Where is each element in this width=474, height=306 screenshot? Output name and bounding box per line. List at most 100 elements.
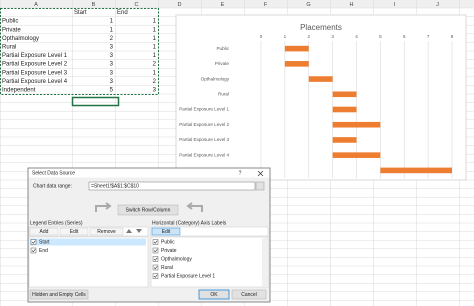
column-header: H <box>350 2 354 8</box>
value-cell: 2 <box>110 36 114 42</box>
hidden-label: Hidden and Empty Cells <box>32 292 86 298</box>
check <box>153 240 158 244</box>
value-cell: 2 <box>153 79 157 85</box>
range-field[interactable] <box>88 181 256 191</box>
chart-area <box>175 14 467 181</box>
list-item: Start <box>39 240 50 246</box>
value-cell: 1 <box>153 27 157 33</box>
check <box>31 240 36 244</box>
checkbox[interactable] <box>30 247 37 254</box>
check <box>31 249 36 253</box>
x-tick-label: 0 <box>260 34 263 39</box>
value-cell: 3 <box>110 70 114 76</box>
column-header: B <box>92 2 96 8</box>
value-cell: 3 <box>110 53 114 59</box>
ok-button[interactable] <box>198 289 230 300</box>
header-cell: Start <box>74 10 87 16</box>
legend-toolbar <box>28 226 149 237</box>
selected-item <box>30 238 146 246</box>
bar <box>332 91 357 98</box>
label-cell: Opthalmology <box>2 36 39 42</box>
title-bar <box>28 168 270 178</box>
close-button[interactable] <box>257 170 264 177</box>
label-cell: Independent <box>2 87 36 93</box>
legend-label: Legend Entries (Series) <box>30 220 83 226</box>
bar <box>332 106 357 113</box>
check <box>153 257 158 261</box>
bar <box>308 76 333 82</box>
label-cell: Private <box>2 27 21 33</box>
value-cell: 1 <box>153 36 157 42</box>
x-tick-label: 4 <box>355 34 358 39</box>
edit-button[interactable] <box>59 227 89 236</box>
checkbox[interactable] <box>152 264 159 271</box>
check <box>153 274 158 278</box>
checkbox[interactable] <box>152 239 159 245</box>
value-cell: 1 <box>153 53 157 59</box>
y-tick-label: Private <box>215 61 230 66</box>
ok-label: OK <box>210 292 218 298</box>
x-tick-label: 7 <box>427 34 430 39</box>
column-header: E <box>221 2 225 8</box>
checkbox[interactable] <box>30 239 37 245</box>
move-buttons[interactable] <box>126 229 142 233</box>
active-cell[interactable] <box>71 96 120 107</box>
column-header: J <box>436 2 439 8</box>
value-cell: 3 <box>110 62 114 68</box>
chart-title: Placements <box>300 23 342 32</box>
axis-edit-button[interactable] <box>151 227 181 236</box>
x-tick-label: 1 <box>284 34 287 39</box>
bar <box>332 137 357 143</box>
dialog-title: Select Data Source <box>32 170 75 176</box>
bar <box>332 152 381 158</box>
label-cell: Partial Exposure Level 3 <box>2 70 68 76</box>
help-button[interactable]: ? <box>239 170 242 176</box>
value-cell: 2 <box>153 62 157 68</box>
hidden-button[interactable] <box>29 289 89 300</box>
edit-label: Edit <box>70 229 79 235</box>
collapse-button[interactable] <box>255 181 265 191</box>
cancel-button[interactable] <box>231 289 267 300</box>
header-cell: End <box>117 10 128 16</box>
checkbox[interactable] <box>152 247 159 254</box>
axis-edit-label: Edit <box>162 229 171 235</box>
axis-scrollbar[interactable] <box>262 238 267 286</box>
y-tick-label: Partial Exposure Level 4 <box>179 152 229 157</box>
axis-toolbar <box>150 226 269 237</box>
value-cell: 1 <box>153 44 157 50</box>
dialog: Select Data Source ? Chart data range: =… <box>27 167 271 303</box>
checkbox[interactable] <box>152 256 159 262</box>
switch-arrow-right <box>186 202 203 212</box>
label-cell: Partial Exposure Level 2 <box>2 62 68 68</box>
label-cell: Partial Exposure Level 1 <box>2 53 68 59</box>
axis-list <box>150 236 269 288</box>
check <box>153 249 158 253</box>
add-button[interactable] <box>29 227 59 236</box>
list-item: End <box>39 248 48 254</box>
column-header: A <box>34 2 38 8</box>
y-tick-label: Opthalmology <box>201 76 230 81</box>
column-header: C <box>135 2 139 8</box>
cancel-label: Cancel <box>241 292 257 298</box>
value-cell: 3 <box>110 79 114 85</box>
value-cell: 3 <box>153 87 157 93</box>
value-cell: 1 <box>110 27 114 33</box>
y-tick-label: Partial Exposure Level 3 <box>179 137 229 142</box>
range-value: =Sheet1!$A$1:$C$10 <box>91 184 139 190</box>
column-header: D <box>178 2 182 8</box>
remove-label: Remove <box>97 229 116 235</box>
y-tick-label: Rural <box>218 91 229 96</box>
bar <box>284 45 309 52</box>
bar <box>284 61 309 67</box>
check <box>153 266 158 270</box>
y-tick-label: Partial Exposure Level 2 <box>179 122 229 127</box>
remove-button[interactable] <box>89 227 124 236</box>
checkbox[interactable] <box>152 273 159 279</box>
add-label: Add <box>40 229 49 235</box>
switch-button[interactable] <box>117 204 179 216</box>
list-item: Partial Exposure Level 1 <box>161 274 215 280</box>
chart: Placements 0 1 2 3 4 5 6 7 8 Public Private Opthalm… <box>175 14 467 181</box>
column-header-bar <box>0 0 474 8</box>
value-cell: 5 <box>110 87 114 93</box>
list-item: Rural <box>161 265 173 271</box>
